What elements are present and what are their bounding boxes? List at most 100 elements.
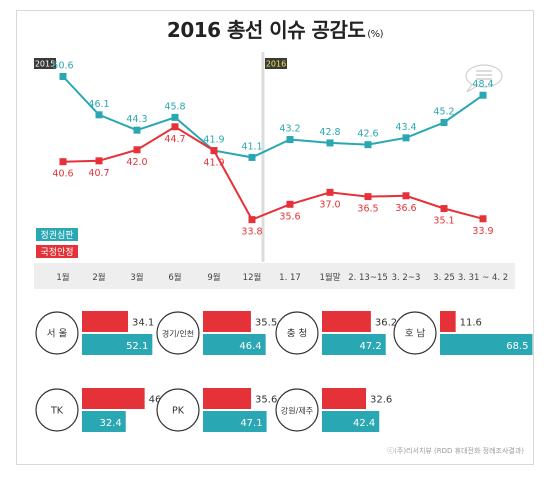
legend-entry-1: 국정안정 xyxy=(40,247,73,258)
credit-note: ⓒ(주)리서치뷰 (RDD 휴대전화 정례조사결과) xyxy=(387,447,524,455)
data-point-0-5 xyxy=(248,153,256,161)
series-line-red xyxy=(62,125,484,221)
data-label-1-11: 33.9 xyxy=(472,226,493,237)
data-label-0-6: 43.2 xyxy=(279,124,300,135)
region-bar-red-1 xyxy=(203,311,251,332)
data-label-0-0: 50.6 xyxy=(52,61,73,72)
category-axis-band xyxy=(34,263,515,289)
region-circle-0 xyxy=(35,311,79,355)
data-point-1-4 xyxy=(210,147,218,155)
data-label-0-4: 41.9 xyxy=(203,135,224,146)
data-point-1-6 xyxy=(286,200,294,208)
region-value-teal-0: 52.1 xyxy=(126,341,148,352)
period-label-2015: 2015 xyxy=(35,60,55,69)
region-label-0: 서 울 xyxy=(47,329,68,340)
region-bar-red-5 xyxy=(203,388,252,409)
data-label-0-10: 45.2 xyxy=(433,107,454,118)
category-label-4: 9월 xyxy=(207,272,220,283)
region-bar-red-3 xyxy=(440,311,456,332)
region-bar-red-4 xyxy=(82,388,145,409)
category-label-7: 1월말 xyxy=(319,272,340,283)
data-point-1-1 xyxy=(95,157,103,165)
region-bar-red-0 xyxy=(82,311,129,332)
data-label-1-5: 33.8 xyxy=(241,227,262,238)
region-bar-red-6 xyxy=(322,388,367,409)
data-label-1-10: 35.1 xyxy=(433,216,454,227)
data-label-1-1: 40.7 xyxy=(88,168,109,179)
data-point-0-6 xyxy=(286,136,294,144)
data-label-1-4: 41.9 xyxy=(203,158,224,169)
period-label-2016: 2016 xyxy=(266,60,286,69)
data-label-1-7: 37.0 xyxy=(319,199,340,210)
region-value-red-2: 36.2 xyxy=(375,318,397,329)
data-point-1-5 xyxy=(248,216,256,224)
region-value-teal-4: 32.4 xyxy=(99,418,121,429)
data-point-0-0 xyxy=(59,72,67,80)
chat-bubble-icon xyxy=(465,64,503,88)
region-bar-teal-6 xyxy=(322,411,380,432)
data-point-0-7 xyxy=(326,139,334,147)
data-label-0-1: 46.1 xyxy=(88,99,109,110)
region-value-red-1: 35.5 xyxy=(255,318,277,329)
legend-swatch-1 xyxy=(36,245,78,258)
region-circle-4 xyxy=(35,388,79,432)
chat-bubble-icon-tail xyxy=(466,83,478,93)
data-point-0-8 xyxy=(364,141,372,149)
data-point-1-3 xyxy=(171,123,179,131)
region-bar-teal-5 xyxy=(203,411,267,432)
region-circle-5 xyxy=(156,388,200,432)
category-label-6: 1. 17 xyxy=(279,273,301,283)
region-label-3: 호 남 xyxy=(405,329,426,340)
data-label-1-6: 35.6 xyxy=(279,211,300,222)
region-value-red-0: 34.1 xyxy=(132,318,154,329)
data-label-0-3: 45.8 xyxy=(164,101,185,112)
data-label-1-8: 36.5 xyxy=(357,204,378,215)
category-label-2: 3월 xyxy=(130,272,143,283)
period-label-2016-bg xyxy=(265,58,287,69)
region-bar-red-2 xyxy=(322,311,371,332)
region-bar-teal-2 xyxy=(322,334,386,355)
legend-entry-0: 정권심판 xyxy=(40,229,73,241)
data-label-0-9: 43.4 xyxy=(395,122,416,133)
legend-swatch-0 xyxy=(36,228,78,241)
category-label-10: 3. 25 xyxy=(433,273,455,283)
region-value-teal-3: 68.5 xyxy=(506,341,528,352)
category-label-3: 6월 xyxy=(168,272,181,283)
category-label-5: 12월 xyxy=(243,272,262,283)
data-point-0-10 xyxy=(440,118,448,126)
data-point-1-10 xyxy=(440,205,448,213)
region-value-red-3: 11.6 xyxy=(460,318,482,329)
data-point-0-9 xyxy=(402,134,410,142)
region-label-2: 충 청 xyxy=(287,329,308,340)
data-point-1-11 xyxy=(479,215,487,223)
series-line-teal xyxy=(62,75,484,159)
region-value-teal-5: 47.1 xyxy=(240,418,262,429)
data-point-1-0 xyxy=(59,158,67,166)
data-point-0-11 xyxy=(479,91,487,99)
category-label-1: 2월 xyxy=(92,272,105,283)
data-label-1-3: 44.7 xyxy=(164,134,185,145)
title-unit: (%) xyxy=(367,29,384,40)
data-point-1-7 xyxy=(326,188,334,196)
category-label-0: 1월 xyxy=(56,272,69,283)
period-label-2015-bg xyxy=(34,58,56,69)
region-bar-teal-3 xyxy=(440,334,533,355)
category-label-9: 3. 2~3 xyxy=(392,273,421,283)
region-circle-2 xyxy=(275,311,319,355)
data-point-0-2 xyxy=(133,126,141,134)
data-label-1-2: 42.0 xyxy=(126,157,147,168)
region-circle-6 xyxy=(275,388,319,432)
region-bar-teal-1 xyxy=(203,334,266,355)
region-label-1: 경기/인천 xyxy=(162,329,194,339)
data-label-1-9: 36.6 xyxy=(395,203,416,214)
data-point-1-8 xyxy=(364,193,372,201)
data-label-0-2: 44.3 xyxy=(126,114,147,125)
region-value-teal-6: 42.4 xyxy=(353,418,375,429)
data-label-0-8: 42.6 xyxy=(357,129,378,140)
region-label-6: 강원/제주 xyxy=(281,406,313,416)
data-point-0-1 xyxy=(95,111,103,119)
region-value-red-5: 35.6 xyxy=(255,395,277,406)
region-label-4: TK xyxy=(50,406,64,417)
data-point-1-2 xyxy=(133,146,141,154)
